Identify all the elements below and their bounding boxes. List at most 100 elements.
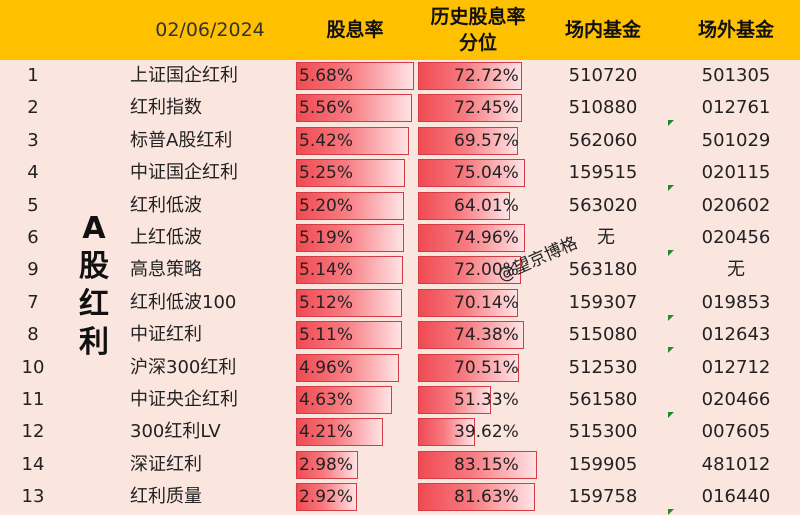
- yield-percentile-bar: [418, 126, 518, 155]
- table-row: 3 标普A股红利 5.42% 69.57% 562060 501029: [0, 125, 800, 157]
- yield-percentile-bar: [418, 159, 525, 188]
- offmarket-fund-code: 019853: [701, 291, 771, 313]
- row-index: 13: [21, 486, 45, 508]
- onmarket-fund-code: 563180: [568, 259, 638, 281]
- yield-percentile-value: 83.15%: [454, 454, 519, 475]
- index-name: 中证国企红利: [130, 162, 238, 184]
- header-yield-percentile-line2: 分位: [458, 32, 497, 54]
- row-index: 6: [27, 227, 39, 248]
- dividend-yield-bar: [296, 159, 405, 188]
- index-name: 上证国企红利: [130, 65, 238, 86]
- index-name: 红利低波: [130, 194, 202, 216]
- index-name: 高息策略: [130, 259, 202, 281]
- yield-percentile-value: 74.96%: [454, 228, 519, 248]
- dividend-yield-bar: [296, 353, 399, 382]
- onmarket-fund-code: 512530: [568, 356, 638, 378]
- dividend-yield-bar: [296, 126, 409, 155]
- yield-percentile-bar: [418, 353, 519, 382]
- index-name: 300红利LV: [130, 421, 221, 443]
- offmarket-fund-code: 012761: [701, 97, 771, 119]
- dividend-yield-value: 4.21%: [299, 422, 354, 443]
- index-name: 深证红利: [130, 453, 202, 475]
- onmarket-fund-code: 510720: [568, 65, 638, 86]
- table-row: 2 红利指数 5.56% 72.45% 510880 012761: [0, 92, 800, 127]
- cell-flag-icon: [668, 250, 674, 256]
- onmarket-fund-code: 159905: [568, 453, 638, 475]
- table-row: 10 沪深300红利 4.96% 70.51% 512530 012712: [0, 352, 800, 384]
- index-name: 中证央企红利: [130, 389, 238, 410]
- index-name: 红利低波100: [130, 291, 237, 313]
- dividend-yield-value: 5.68%: [299, 66, 354, 86]
- yield-percentile-value: 81.63%: [454, 487, 519, 508]
- table-row: 12 300红利LV 4.21% 39.62% 515300 007605: [0, 416, 800, 448]
- dividend-yield-bar: [296, 62, 414, 90]
- table-row: 9 高息策略 5.14% 72.00% 563180 无: [0, 254, 800, 286]
- dividend-yield-value: 2.92%: [299, 487, 354, 508]
- dividend-yield-value: 5.14%: [299, 260, 354, 281]
- index-name: 红利指数: [130, 97, 202, 119]
- row-index: 2: [27, 97, 39, 119]
- dividend-yield-bar: [296, 386, 392, 414]
- dividend-yield-value: 5.42%: [299, 130, 354, 151]
- index-name: 红利质量: [130, 486, 202, 508]
- yield-percentile-value: 75.04%: [454, 163, 519, 184]
- index-name: 上红低波: [130, 227, 202, 248]
- table-row: 8 中证红利 5.11% 74.38% 515080 012643: [0, 319, 800, 354]
- yield-percentile-value: 70.14%: [454, 292, 519, 313]
- dividend-yield-bar: [296, 321, 402, 350]
- row-index: 10: [21, 356, 45, 378]
- onmarket-fund-code: 563020: [568, 194, 638, 216]
- index-name: 沪深300红利: [130, 356, 237, 378]
- table-row: 1 上证国企红利 5.68% 72.72% 510720 501305: [0, 60, 800, 92]
- yield-percentile-bar: [418, 450, 537, 479]
- offmarket-fund-code: 012712: [701, 356, 771, 378]
- header-yield-percentile: 历史股息率 分位: [418, 0, 538, 60]
- group-label-char: 利: [79, 325, 109, 360]
- row-index: 7: [27, 291, 39, 313]
- cell-flag-icon: [668, 347, 674, 354]
- yield-percentile-bar: [418, 386, 491, 414]
- cell-flag-icon: [668, 509, 674, 515]
- table-row: 6 上红低波 5.19% 74.96% 无 020456: [0, 222, 800, 256]
- yield-percentile-bar: [418, 191, 510, 220]
- dividend-yield-value: 5.25%: [299, 163, 354, 184]
- dividend-yield-value: 4.96%: [299, 357, 354, 378]
- row-index: 3: [27, 129, 39, 151]
- row-index: 11: [21, 389, 45, 410]
- yield-percentile-bar: [418, 256, 521, 285]
- yield-percentile-value: 72.00%: [454, 260, 519, 281]
- table-row: 4 中证国企红利 5.25% 75.04% 159515 020115: [0, 157, 800, 192]
- onmarket-fund-code: 562060: [568, 129, 638, 151]
- offmarket-fund-code: 020602: [701, 194, 771, 216]
- offmarket-fund-code: 007605: [701, 421, 771, 443]
- dividend-yield-value: 2.98%: [299, 454, 354, 475]
- dividend-yield-bar: [296, 224, 404, 252]
- dividend-yield-bar: [296, 256, 403, 285]
- yield-percentile-value: 69.57%: [454, 130, 519, 151]
- yield-percentile-value: 51.33%: [454, 390, 519, 410]
- cell-flag-icon: [668, 185, 674, 192]
- yield-percentile-value: 72.72%: [454, 66, 519, 86]
- group-label-char: 红: [79, 287, 109, 322]
- group-label-char: A: [82, 211, 106, 246]
- offmarket-fund-code: 020456: [701, 227, 771, 248]
- header-yield-percentile-line1: 历史股息率: [430, 6, 526, 28]
- row-index: 12: [21, 421, 45, 443]
- yield-percentile-bar: [418, 224, 525, 252]
- row-index: 5: [27, 194, 39, 216]
- onmarket-fund-code: 515080: [568, 324, 638, 346]
- dividend-yield-value: 5.20%: [299, 195, 354, 216]
- yield-percentile-value: 64.01%: [454, 195, 519, 216]
- dividend-yield-bar: [296, 94, 412, 123]
- yield-percentile-bar: [418, 321, 524, 350]
- onmarket-fund-code: 561580: [568, 389, 638, 410]
- dividend-yield-value: 4.63%: [299, 390, 354, 410]
- onmarket-fund-code: 515300: [568, 421, 638, 443]
- table-row: 11 中证央企红利 4.63% 51.33% 561580 020466: [0, 384, 800, 418]
- cell-flag-icon: [668, 412, 674, 418]
- table-row: 13 红利质量 2.92% 81.63% 159758 016440: [0, 481, 800, 515]
- dividend-yield-value: 5.12%: [299, 292, 354, 313]
- yield-percentile-bar: [418, 62, 522, 90]
- row-index: 4: [27, 162, 39, 184]
- offmarket-fund-code: 501029: [701, 129, 771, 151]
